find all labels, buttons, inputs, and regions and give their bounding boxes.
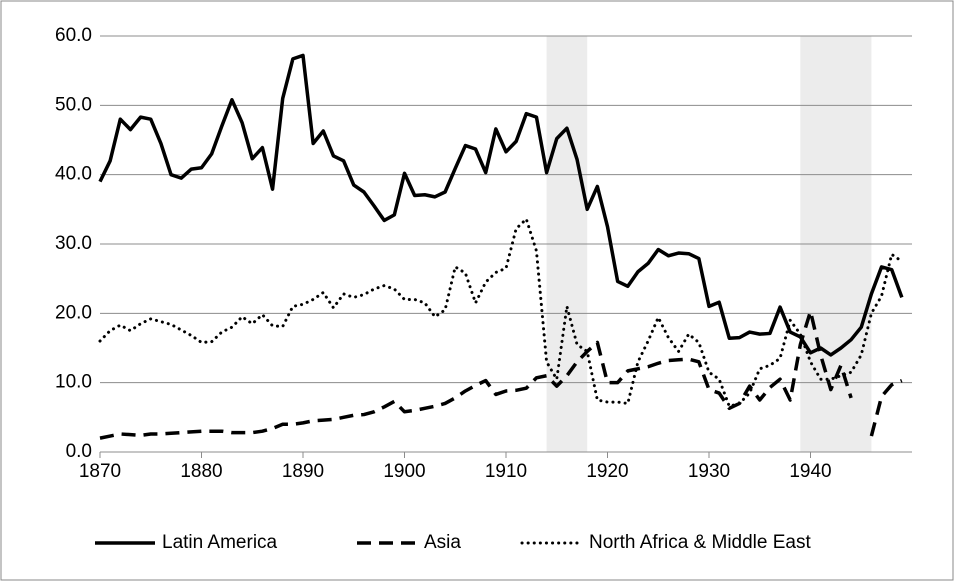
x-tick-label: 1910 — [485, 461, 527, 482]
x-tick-label: 1870 — [79, 461, 121, 482]
y-tick-label: 0.0 — [66, 441, 92, 462]
y-tick-label: 10.0 — [55, 372, 92, 393]
x-tick-label: 1900 — [383, 461, 425, 482]
legend-label: Asia — [424, 532, 461, 553]
x-tick-label: 1930 — [688, 461, 730, 482]
y-tick-label: 40.0 — [55, 164, 92, 185]
y-tick-label: 60.0 — [55, 25, 92, 46]
y-tick-label: 50.0 — [55, 94, 92, 115]
x-tick-label: 1880 — [180, 461, 222, 482]
x-tick-label: 1920 — [586, 461, 628, 482]
y-tick-label: 20.0 — [55, 302, 92, 323]
series-line — [98, 217, 904, 408]
x-tick-label: 1890 — [282, 461, 324, 482]
series-line — [98, 53, 904, 357]
x-tick-label: 1940 — [789, 461, 831, 482]
y-tick-label: 30.0 — [55, 233, 92, 254]
legend-label: North Africa & Middle East — [589, 532, 811, 553]
series-line — [869, 378, 903, 437]
legend-label: Latin America — [162, 532, 278, 553]
